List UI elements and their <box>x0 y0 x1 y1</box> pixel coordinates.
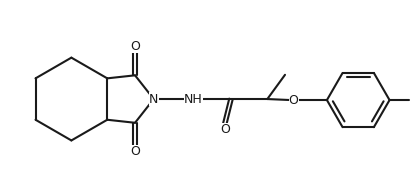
Text: N: N <box>149 92 158 105</box>
Text: O: O <box>130 145 140 158</box>
Text: O: O <box>289 94 298 107</box>
Text: O: O <box>220 123 230 136</box>
Text: O: O <box>130 40 140 53</box>
Text: NH: NH <box>184 92 202 105</box>
